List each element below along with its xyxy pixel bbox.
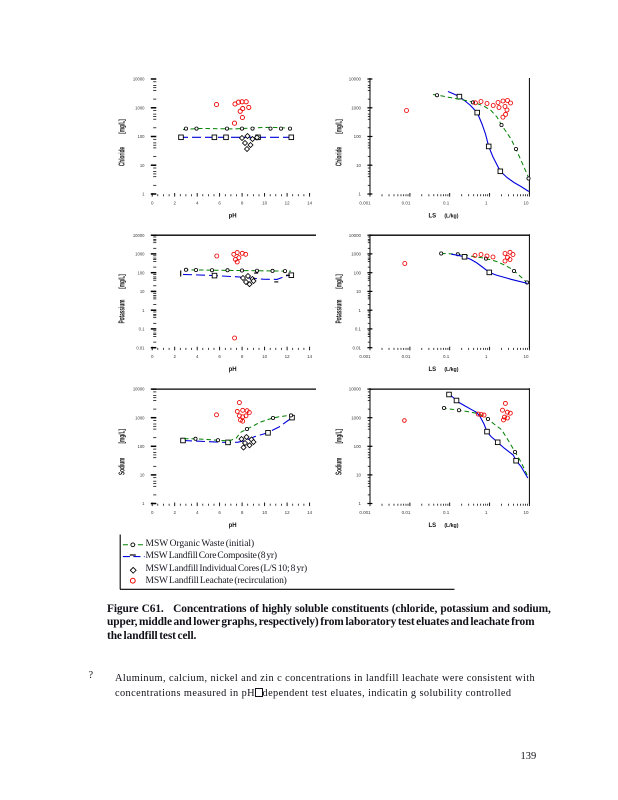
svg-text:1000: 1000 xyxy=(351,252,361,257)
svg-text:12: 12 xyxy=(285,510,291,515)
svg-text:4: 4 xyxy=(196,354,199,359)
svg-text:10: 10 xyxy=(356,289,361,294)
svg-text:LS: LS xyxy=(428,213,436,219)
svg-text:6: 6 xyxy=(218,201,221,206)
svg-text:1: 1 xyxy=(142,192,145,197)
svg-text:0.1: 0.1 xyxy=(355,327,362,332)
svg-text:10000: 10000 xyxy=(133,387,145,392)
svg-text:[mg/L]: [mg/L] xyxy=(335,429,344,444)
svg-text:10000: 10000 xyxy=(133,77,145,82)
svg-text:[mg/L]: [mg/L] xyxy=(118,119,127,134)
svg-text:[mg/L]: [mg/L] xyxy=(118,274,127,289)
svg-text:1000: 1000 xyxy=(135,105,145,110)
svg-text:6: 6 xyxy=(218,354,221,359)
svg-text:14: 14 xyxy=(307,354,313,359)
svg-text:1: 1 xyxy=(142,308,145,313)
svg-text:0.1: 0.1 xyxy=(139,327,145,332)
svg-text:0.001: 0.001 xyxy=(359,201,371,206)
svg-text:1: 1 xyxy=(359,308,362,313)
svg-text:10: 10 xyxy=(140,289,145,294)
svg-text:1: 1 xyxy=(359,501,362,506)
svg-text:LS: LS xyxy=(428,367,436,373)
svg-text:0: 0 xyxy=(151,354,154,359)
svg-text:10: 10 xyxy=(262,354,268,359)
svg-text:1000: 1000 xyxy=(351,105,361,110)
svg-text:1000: 1000 xyxy=(351,415,361,420)
svg-text:Sodium: Sodium xyxy=(118,458,127,475)
svg-text:1000: 1000 xyxy=(135,252,145,257)
svg-text:0.01: 0.01 xyxy=(402,354,411,359)
svg-text:0.1: 0.1 xyxy=(443,354,450,359)
svg-text:10000: 10000 xyxy=(349,233,362,238)
svg-text:100: 100 xyxy=(138,134,146,139)
svg-text:1: 1 xyxy=(485,510,488,515)
svg-text:10000: 10000 xyxy=(133,233,145,238)
svg-text:10: 10 xyxy=(523,201,529,206)
svg-text:1: 1 xyxy=(142,501,145,506)
svg-text:(L/kg): (L/kg) xyxy=(444,367,458,373)
svg-text:0.01: 0.01 xyxy=(352,345,361,350)
svg-text:[mg/L]: [mg/L] xyxy=(335,119,344,134)
svg-text:100: 100 xyxy=(138,270,146,275)
svg-text:Chloride: Chloride xyxy=(118,147,127,166)
svg-text:10000: 10000 xyxy=(349,387,362,392)
svg-text:pH: pH xyxy=(229,213,237,219)
svg-text:8: 8 xyxy=(241,510,244,515)
svg-text:2: 2 xyxy=(173,354,176,359)
svg-text:10: 10 xyxy=(262,201,268,206)
svg-text:0.1: 0.1 xyxy=(443,510,450,515)
svg-text:1: 1 xyxy=(485,354,488,359)
svg-text:10: 10 xyxy=(140,473,145,478)
svg-text:4: 4 xyxy=(196,201,199,206)
svg-text:1: 1 xyxy=(485,201,488,206)
svg-text:pH: pH xyxy=(229,523,237,529)
svg-text:1: 1 xyxy=(359,192,362,197)
svg-text:[mg/L]: [mg/L] xyxy=(118,429,127,444)
svg-text:2: 2 xyxy=(173,201,176,206)
svg-text:0.001: 0.001 xyxy=(359,354,371,359)
svg-text:14: 14 xyxy=(307,510,313,515)
svg-text:(L/kg): (L/kg) xyxy=(444,213,458,219)
svg-text:Potassium: Potassium xyxy=(118,299,127,323)
svg-text:10: 10 xyxy=(523,510,529,515)
svg-text:1000: 1000 xyxy=(135,415,145,420)
svg-text:4: 4 xyxy=(196,510,199,515)
svg-text:LS: LS xyxy=(428,523,436,529)
svg-text:Sodium: Sodium xyxy=(335,458,344,475)
svg-text:10: 10 xyxy=(356,163,361,168)
svg-text:0.01: 0.01 xyxy=(136,345,145,350)
svg-text:10000: 10000 xyxy=(349,77,362,82)
svg-text:8: 8 xyxy=(241,354,244,359)
svg-text:6: 6 xyxy=(218,510,221,515)
svg-text:Chloride: Chloride xyxy=(335,147,344,166)
svg-text:Potassium: Potassium xyxy=(335,299,344,323)
svg-text:12: 12 xyxy=(285,201,291,206)
svg-text:(L/kg): (L/kg) xyxy=(444,523,458,529)
svg-text:0: 0 xyxy=(151,201,154,206)
svg-text:10: 10 xyxy=(356,473,361,478)
svg-text:0.01: 0.01 xyxy=(402,510,411,515)
svg-text:0.1: 0.1 xyxy=(443,201,450,206)
svg-text:10: 10 xyxy=(140,163,145,168)
svg-text:2: 2 xyxy=(173,510,176,515)
svg-text:0: 0 xyxy=(151,510,154,515)
svg-text:100: 100 xyxy=(354,270,362,275)
svg-text:100: 100 xyxy=(354,134,362,139)
svg-text:100: 100 xyxy=(354,444,362,449)
svg-text:0.01: 0.01 xyxy=(402,201,411,206)
svg-text:10: 10 xyxy=(523,354,529,359)
svg-text:14: 14 xyxy=(307,201,313,206)
svg-text:10: 10 xyxy=(262,510,268,515)
svg-text:[mg/L]: [mg/L] xyxy=(335,274,344,289)
svg-text:12: 12 xyxy=(285,354,291,359)
svg-text:pH: pH xyxy=(229,367,237,373)
svg-text:100: 100 xyxy=(138,444,146,449)
svg-text:8: 8 xyxy=(241,201,244,206)
svg-text:0.001: 0.001 xyxy=(359,510,371,515)
